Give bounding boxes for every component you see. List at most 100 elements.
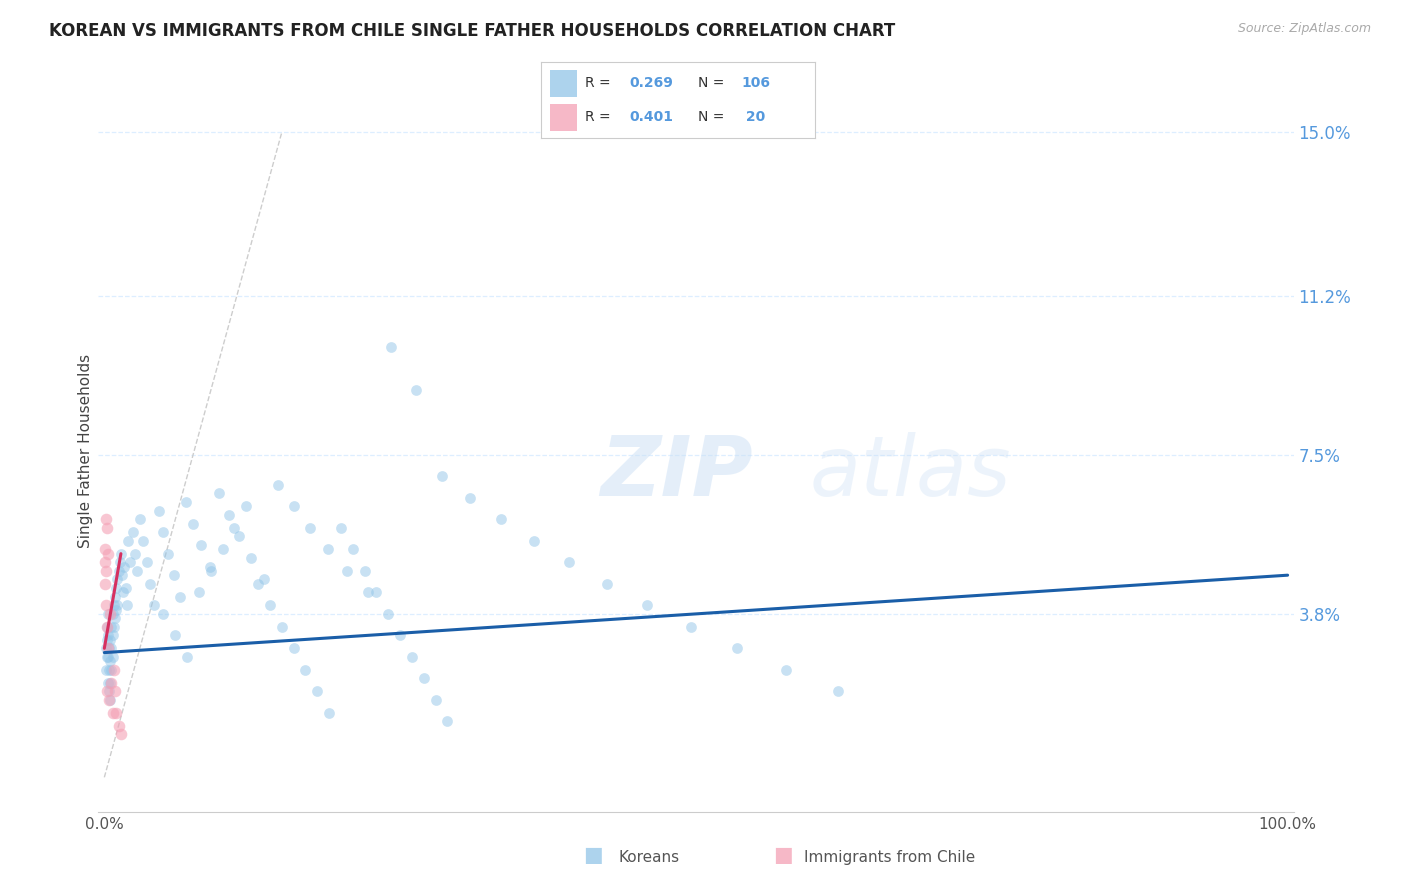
- Point: [93, 542, 115, 557]
- Point: [283, 500, 305, 514]
- Text: atlas: atlas: [810, 432, 1011, 513]
- Text: ■: ■: [583, 846, 603, 865]
- Point: [98, 632, 121, 647]
- Point: [100, 663, 122, 677]
- Bar: [550, 70, 576, 96]
- Point: [96, 684, 118, 698]
- Point: [169, 590, 191, 604]
- Point: [240, 551, 263, 566]
- Point: [114, 581, 136, 595]
- Point: [366, 585, 388, 599]
- Point: [330, 521, 353, 535]
- Point: [489, 512, 512, 526]
- Point: [94, 564, 117, 578]
- Point: [377, 607, 399, 621]
- Point: [98, 684, 121, 698]
- Point: [725, 641, 748, 656]
- Point: [103, 620, 125, 634]
- Point: [775, 663, 797, 677]
- Point: [107, 719, 129, 733]
- Point: [523, 533, 546, 548]
- Point: [115, 599, 138, 613]
- Point: [188, 585, 211, 599]
- Point: [97, 607, 120, 621]
- Point: [98, 607, 121, 621]
- Point: [114, 559, 136, 574]
- Point: [105, 706, 128, 720]
- Point: [124, 547, 146, 561]
- Point: [211, 542, 233, 557]
- Point: [342, 542, 364, 557]
- Point: [97, 628, 120, 642]
- Point: [120, 555, 142, 569]
- Point: [294, 663, 316, 677]
- Point: [104, 684, 127, 698]
- Point: [228, 529, 250, 543]
- Point: [299, 521, 322, 535]
- Point: [101, 649, 124, 664]
- Point: [157, 547, 180, 561]
- Text: Immigrants from Chile: Immigrants from Chile: [804, 850, 976, 865]
- Point: [100, 641, 122, 656]
- Point: [436, 714, 458, 729]
- Point: [98, 693, 121, 707]
- Point: [110, 727, 132, 741]
- Point: [105, 581, 128, 595]
- Point: [208, 486, 231, 500]
- Point: [103, 663, 125, 677]
- Text: 106: 106: [741, 76, 770, 90]
- Point: [247, 576, 270, 591]
- Point: [127, 564, 149, 578]
- Point: [94, 512, 117, 526]
- Point: [235, 500, 257, 514]
- Point: [152, 607, 174, 621]
- Point: [110, 547, 132, 561]
- Point: [100, 675, 122, 690]
- Y-axis label: Single Father Households: Single Father Households: [77, 353, 93, 548]
- Text: Source: ZipAtlas.com: Source: ZipAtlas.com: [1237, 22, 1371, 36]
- Point: [107, 564, 129, 578]
- Point: [98, 654, 121, 668]
- Point: [94, 576, 117, 591]
- Point: [104, 611, 127, 625]
- Text: KOREAN VS IMMIGRANTS FROM CHILE SINGLE FATHER HOUSEHOLDS CORRELATION CHART: KOREAN VS IMMIGRANTS FROM CHILE SINGLE F…: [49, 22, 896, 40]
- Point: [111, 568, 134, 582]
- Point: [200, 564, 222, 578]
- Point: [139, 576, 162, 591]
- Point: [412, 672, 434, 686]
- Point: [97, 649, 120, 664]
- Point: [165, 628, 187, 642]
- Point: [181, 516, 204, 531]
- Point: [101, 628, 124, 642]
- Point: [117, 533, 139, 548]
- Point: [318, 706, 340, 720]
- Point: [96, 620, 118, 634]
- Point: [253, 573, 276, 587]
- Point: [270, 620, 292, 634]
- Text: 0.401: 0.401: [628, 110, 673, 124]
- Point: [267, 478, 290, 492]
- Point: [100, 620, 122, 634]
- Point: [121, 525, 143, 540]
- Point: [94, 663, 117, 677]
- Point: [389, 628, 412, 642]
- Point: [163, 568, 186, 582]
- Point: [94, 599, 117, 613]
- Point: [94, 555, 117, 569]
- Point: [108, 555, 131, 569]
- Point: [224, 521, 246, 535]
- Text: R =: R =: [585, 76, 616, 90]
- Point: [96, 521, 118, 535]
- Bar: [550, 104, 576, 130]
- Point: [105, 573, 128, 587]
- Point: [425, 693, 447, 707]
- Point: [112, 585, 135, 599]
- Point: [98, 693, 121, 707]
- Point: [103, 599, 125, 613]
- Text: N =: N =: [697, 76, 728, 90]
- Point: [97, 641, 120, 656]
- Text: ■: ■: [773, 846, 793, 865]
- Point: [94, 641, 117, 656]
- Point: [96, 620, 118, 634]
- Point: [357, 585, 380, 599]
